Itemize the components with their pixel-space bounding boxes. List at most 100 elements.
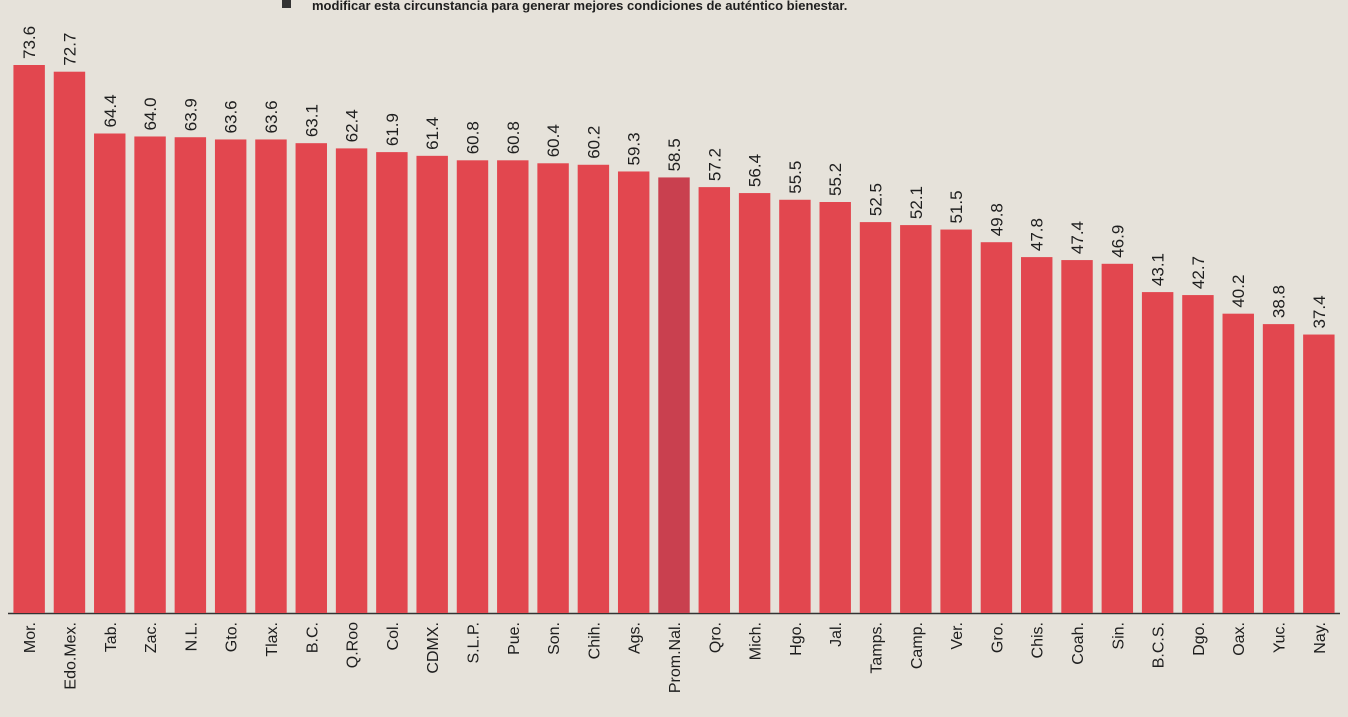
x-tick-label: Ags. bbox=[627, 622, 644, 654]
value-label: 42.7 bbox=[1189, 256, 1208, 289]
x-tick-label: Hgo. bbox=[788, 622, 805, 656]
x-tick-label: Sin. bbox=[1110, 622, 1127, 650]
bar bbox=[738, 193, 771, 613]
bar bbox=[1262, 324, 1295, 613]
x-tick-label: Gro. bbox=[989, 622, 1006, 653]
value-label: 64.4 bbox=[101, 94, 120, 127]
value-label: 60.2 bbox=[584, 126, 603, 159]
value-label: 47.4 bbox=[1068, 221, 1087, 254]
value-label: 57.2 bbox=[705, 148, 724, 181]
x-tick-label: Camp. bbox=[909, 622, 926, 669]
bar bbox=[980, 242, 1013, 613]
x-tick-label: Chis. bbox=[1030, 622, 1047, 658]
x-tick-label: Jal. bbox=[828, 622, 845, 647]
x-tick-label: B.C.S. bbox=[1151, 622, 1168, 668]
bar bbox=[376, 152, 408, 613]
bar bbox=[94, 133, 126, 613]
x-tick-label: N.L. bbox=[183, 622, 200, 651]
value-label: 58.5 bbox=[665, 138, 684, 171]
value-label: 63.9 bbox=[181, 98, 200, 131]
x-tick-label: Prom.Nal. bbox=[667, 622, 684, 693]
bar bbox=[255, 139, 287, 613]
x-tick-label: Son. bbox=[546, 622, 563, 655]
bar bbox=[1303, 334, 1335, 613]
value-label: 55.2 bbox=[826, 163, 845, 196]
bar bbox=[658, 177, 690, 613]
x-tick-label: Coah. bbox=[1070, 622, 1087, 665]
x-tick-label: Pue. bbox=[506, 622, 523, 655]
value-label: 37.4 bbox=[1310, 295, 1329, 328]
bar bbox=[53, 71, 86, 613]
value-label: 43.1 bbox=[1149, 253, 1168, 286]
bar bbox=[859, 222, 892, 613]
x-tick-label: Nay. bbox=[1312, 622, 1329, 654]
value-label: 62.4 bbox=[343, 109, 362, 142]
value-label: 63.6 bbox=[222, 100, 241, 133]
value-label: 73.6 bbox=[20, 26, 39, 59]
bar bbox=[456, 160, 489, 613]
value-label: 46.9 bbox=[1108, 225, 1127, 258]
x-tick-label: Oax. bbox=[1231, 622, 1248, 656]
bar bbox=[1101, 263, 1134, 613]
x-tick-label: Dgo. bbox=[1191, 622, 1208, 656]
x-tick-label: B.C. bbox=[304, 622, 321, 653]
bar bbox=[1182, 295, 1214, 613]
x-tick-label: Mich. bbox=[748, 622, 765, 660]
x-tick-label: CDMX. bbox=[425, 622, 442, 674]
bar bbox=[1141, 292, 1174, 613]
bar bbox=[1222, 313, 1254, 613]
x-tick-label: Tamps. bbox=[869, 622, 886, 674]
value-label: 38.8 bbox=[1270, 285, 1289, 318]
value-label: 55.5 bbox=[786, 161, 805, 194]
bar bbox=[900, 225, 932, 613]
x-tick-label: Tab. bbox=[103, 622, 120, 652]
x-tick-label: Tlax. bbox=[264, 622, 281, 657]
bar bbox=[1061, 260, 1093, 613]
bar bbox=[174, 137, 207, 613]
chart-subtitle: modificar esta circunstancia para genera… bbox=[312, 0, 847, 13]
bar bbox=[779, 199, 811, 614]
x-tick-label: Edo.Mex. bbox=[62, 622, 79, 690]
bar bbox=[940, 229, 972, 613]
x-tick-label: Ver. bbox=[949, 622, 966, 650]
value-label: 72.7 bbox=[60, 33, 79, 66]
bar bbox=[335, 148, 368, 614]
bar bbox=[13, 65, 45, 613]
value-label: 64.0 bbox=[141, 97, 160, 130]
value-label: 51.5 bbox=[947, 190, 966, 223]
bar bbox=[698, 187, 731, 613]
x-tick-label: Yuc. bbox=[1272, 622, 1289, 653]
x-tick-label: S.L.P. bbox=[465, 622, 482, 664]
value-label: 40.2 bbox=[1229, 275, 1248, 308]
bar bbox=[537, 163, 569, 614]
bar bbox=[295, 143, 327, 613]
value-label: 61.4 bbox=[423, 117, 442, 150]
x-tick-label: Qro. bbox=[707, 622, 724, 653]
bullet bbox=[282, 0, 291, 8]
value-label: 52.1 bbox=[907, 186, 926, 219]
x-tick-label: Chih. bbox=[586, 622, 603, 659]
bar bbox=[497, 160, 529, 613]
bar bbox=[1021, 257, 1053, 613]
value-label: 59.3 bbox=[625, 132, 644, 165]
x-tick-label: Mor. bbox=[22, 622, 39, 653]
x-tick-label: Col. bbox=[385, 622, 402, 650]
value-label: 61.9 bbox=[383, 113, 402, 146]
value-label: 63.6 bbox=[262, 100, 281, 133]
bar bbox=[134, 136, 166, 613]
bar bbox=[416, 155, 448, 613]
value-label: 52.5 bbox=[867, 183, 886, 216]
x-tick-label: Q.Roo bbox=[345, 622, 362, 668]
x-tick-label: Gto. bbox=[224, 622, 241, 652]
value-label: 60.8 bbox=[463, 121, 482, 154]
bar bbox=[577, 164, 610, 614]
value-label: 60.4 bbox=[544, 124, 563, 157]
value-label: 60.8 bbox=[504, 121, 523, 154]
value-label: 49.8 bbox=[987, 203, 1006, 236]
bar bbox=[617, 171, 650, 613]
bar bbox=[214, 139, 247, 613]
x-tick-label: Zac. bbox=[143, 622, 160, 653]
value-label: 56.4 bbox=[746, 154, 765, 187]
